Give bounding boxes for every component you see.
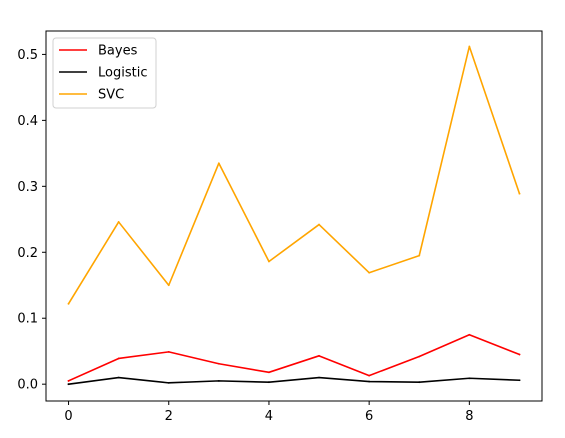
x-tick-label: 8 bbox=[465, 409, 473, 424]
data-point-logistic-2 bbox=[167, 381, 170, 384]
data-point-svc-3 bbox=[217, 162, 220, 165]
legend-label-svc: SVC bbox=[98, 88, 124, 103]
data-point-bayes-9 bbox=[518, 353, 521, 356]
data-point-svc-1 bbox=[117, 221, 120, 223]
data-point-bayes-1 bbox=[117, 357, 120, 360]
data-point-svc-2 bbox=[167, 284, 170, 287]
data-point-logistic-9 bbox=[518, 379, 521, 382]
y-tick-label: 0.2 bbox=[17, 246, 38, 261]
data-point-svc-6 bbox=[368, 271, 371, 274]
x-tick-label: 0 bbox=[64, 409, 72, 424]
x-tick-label: 4 bbox=[265, 409, 273, 424]
data-point-bayes-2 bbox=[167, 350, 170, 353]
data-point-bayes-0 bbox=[67, 379, 70, 382]
series-line-svc bbox=[67, 45, 521, 305]
data-point-svc-8 bbox=[468, 45, 471, 48]
x-tick-label: 2 bbox=[165, 409, 173, 424]
data-point-svc-5 bbox=[318, 223, 320, 226]
data-point-bayes-5 bbox=[318, 354, 320, 357]
plot-frame bbox=[45, 30, 543, 402]
data-point-svc-0 bbox=[67, 302, 70, 305]
data-point-svc-7 bbox=[418, 254, 421, 257]
data-point-bayes-3 bbox=[217, 362, 220, 365]
data-point-logistic-4 bbox=[268, 381, 270, 384]
data-point-bayes-6 bbox=[368, 374, 371, 377]
legend-label-logistic: Logistic bbox=[98, 66, 147, 81]
series-line-logistic bbox=[67, 376, 521, 386]
data-point-logistic-5 bbox=[318, 376, 320, 379]
legend-box bbox=[52, 37, 157, 109]
data-point-logistic-8 bbox=[468, 377, 471, 380]
y-tick-label: 0.4 bbox=[17, 114, 38, 129]
data-point-logistic-6 bbox=[368, 380, 371, 383]
series-line-bayes bbox=[67, 333, 521, 382]
y-axis: 0.0 0.1 0.2 0.3 0.4 0.5 bbox=[17, 48, 46, 393]
data-point-bayes-8 bbox=[468, 333, 471, 336]
y-tick-label: 0.3 bbox=[17, 180, 38, 195]
data-point-logistic-3 bbox=[217, 379, 220, 382]
data-point-svc-4 bbox=[268, 260, 270, 263]
x-tick-label: 6 bbox=[365, 409, 373, 424]
legend-label-bayes: Bayes bbox=[98, 44, 138, 59]
x-axis: 0 2 4 6 8 bbox=[64, 401, 473, 424]
data-point-svc-9 bbox=[518, 192, 521, 195]
data-point-logistic-0 bbox=[67, 383, 70, 386]
series-layer bbox=[67, 45, 521, 386]
legend: Bayes Logistic SVC bbox=[52, 37, 157, 109]
data-point-logistic-7 bbox=[418, 381, 421, 384]
data-point-logistic-1 bbox=[117, 376, 120, 379]
data-point-bayes-7 bbox=[418, 355, 421, 358]
y-tick-label: 0.0 bbox=[17, 378, 38, 393]
data-point-bayes-4 bbox=[268, 371, 270, 374]
y-tick-label: 0.1 bbox=[17, 312, 38, 327]
y-tick-label: 0.5 bbox=[17, 48, 38, 63]
